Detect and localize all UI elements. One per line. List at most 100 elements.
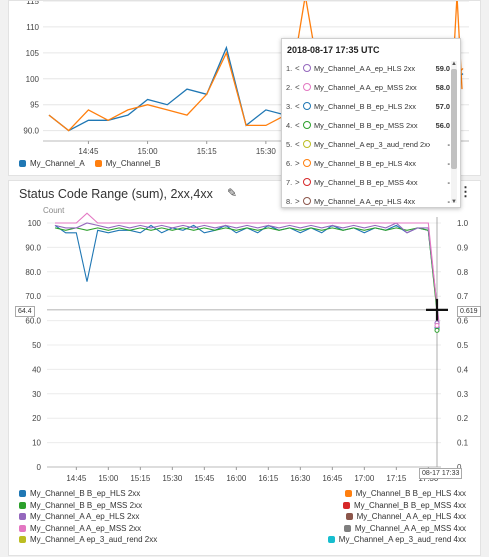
- series-circle-icon: [303, 121, 311, 129]
- series-line[interactable]: [54, 222, 440, 324]
- row-index: 6.: [286, 158, 293, 168]
- legend-item[interactable]: My_Channel_A A_ep_MSS 2xx: [19, 524, 141, 533]
- tooltip-row[interactable]: 8. > My_Channel_A A_ep_HLS 4xx -: [286, 194, 450, 207]
- chevron-left-icon: <: [295, 101, 300, 111]
- series-name: My_Channel_A A_ep_HLS 4xx: [314, 196, 416, 206]
- point-marker[interactable]: [434, 322, 440, 328]
- series-line[interactable]: [55, 212, 440, 326]
- tooltip-row[interactable]: 2. < My_Channel_A A_ep_MSS 2xx 58.0: [286, 80, 450, 94]
- scrollbar-thumb[interactable]: [451, 69, 457, 169]
- series-name: My_Channel_A A_ep_HLS 2xx: [314, 63, 416, 73]
- legend-label: My_Channel_A A_ep_MSS 4xx: [354, 523, 466, 533]
- tooltip-scrollbar[interactable]: [451, 61, 457, 203]
- series-line[interactable]: [54, 224, 440, 328]
- y-right-tick-label: 0.4: [457, 365, 469, 374]
- series-value: 58.0: [435, 82, 450, 92]
- legend-label: My_Channel_B B_ep_HLS 2xx: [30, 489, 141, 498]
- row-index: 2.: [286, 82, 293, 92]
- legend-swatch-a: [19, 160, 26, 167]
- status-code-panel: Status Code Range (sum), 2xx,4xx ✎ ⋮ Cou…: [8, 180, 481, 556]
- y-right-tick-label: 0.7: [457, 292, 469, 301]
- legend-swatch: [19, 536, 26, 543]
- x-tick-label: 17:00: [354, 474, 375, 483]
- legend-item[interactable]: My_Channel_B B_ep_HLS 2xx: [19, 489, 140, 498]
- scroll-down-icon[interactable]: ▼: [451, 199, 457, 205]
- legend-item[interactable]: My_Channel_A ep_3_aud_rend 2xx: [19, 535, 157, 544]
- tooltip-row[interactable]: 1. < My_Channel_A A_ep_HLS 2xx 59.0: [286, 61, 450, 75]
- scroll-up-icon[interactable]: ▲: [451, 61, 457, 67]
- x-tick-label: 16:45: [322, 474, 343, 483]
- y-left-tick-label: 10: [32, 439, 41, 448]
- chevron-left-icon: <: [295, 139, 300, 149]
- pencil-icon[interactable]: ✎: [227, 186, 238, 200]
- series-value: 56.0: [435, 120, 450, 130]
- series-name: My_Channel_A ep_3_aud_rend 2xx: [314, 139, 430, 149]
- legend-item[interactable]: My_Channel_A ep_3_aud_rend 4xx: [327, 535, 466, 544]
- legend-label[interactable]: My_Channel_B: [105, 159, 161, 168]
- row-index: 5.: [286, 139, 293, 149]
- tooltip-row[interactable]: 4. < My_Channel_B B_ep_MSS 2xx 56.0: [286, 118, 450, 132]
- series-circle-icon: [303, 178, 311, 186]
- tooltip-row[interactable]: 7. > My_Channel_B B_ep_MSS 4xx -: [286, 175, 450, 189]
- legend-label: My_Channel_A ep_3_aud_rend 4xx: [338, 535, 466, 544]
- series-value: -: [447, 158, 450, 168]
- series-name: My_Channel_B B_ep_MSS 2xx: [314, 120, 418, 130]
- x-tick-label: 15:30: [162, 474, 183, 483]
- series-name: My_Channel_B B_ep_HLS 2xx: [314, 101, 416, 111]
- row-index: 1.: [286, 63, 293, 73]
- tooltip-row[interactable]: 5. < My_Channel_A ep_3_aud_rend 2xx -: [286, 137, 450, 151]
- legend-label: My_Channel_B B_ep_HLS 4xx: [355, 489, 466, 498]
- legend-swatch: [19, 513, 26, 520]
- y-tick-label: 105: [26, 49, 40, 58]
- series-value: -: [447, 177, 450, 187]
- series-value: 57.0: [435, 101, 450, 111]
- legend-item[interactable]: My_Channel_A A_ep_MSS 4xx: [343, 523, 466, 533]
- legend-item[interactable]: My_Channel_B B_ep_MSS 4xx: [342, 501, 466, 510]
- x-tick-label: 15:45: [194, 474, 215, 483]
- y-right-tick-label: 0: [457, 463, 462, 472]
- crosshair-left-value: 64.4: [15, 306, 35, 317]
- tooltip-row[interactable]: 3. < My_Channel_B B_ep_HLS 2xx 57.0: [286, 99, 450, 113]
- legend-swatch: [345, 513, 353, 520]
- legend-item[interactable]: My_Channel_B B_ep_HLS 4xx: [344, 489, 466, 498]
- legend-label: My_Channel_A A_ep_HLS 2xx: [30, 512, 140, 521]
- legend-label: My_Channel_A A_ep_MSS 2xx: [30, 523, 142, 533]
- legend-swatch-b: [94, 160, 102, 167]
- series-circle-icon: [303, 102, 311, 110]
- legend-label[interactable]: My_Channel_A: [30, 159, 85, 168]
- row-index: 4.: [286, 120, 293, 130]
- status-code-chart[interactable]: 100 1.090.0 0.980.0 0.870.0 0.760.0 0.650 0.54…: [9, 181, 482, 557]
- point-marker[interactable]: [434, 327, 440, 333]
- y-right-tick-label: 0.9: [457, 243, 469, 252]
- top-chart[interactable]: 1151101051009590.014:4515:0015:1515:3015…: [9, 1, 482, 177]
- tooltip-row[interactable]: 6. > My_Channel_B B_ep_HLS 4xx -: [286, 156, 450, 170]
- x-tick-label: 16:00: [226, 474, 247, 483]
- legend-item[interactable]: My_Channel_B B_ep_MSS 2xx: [19, 501, 142, 510]
- tooltip-title: 2018-08-17 17:35 UTC: [287, 45, 380, 55]
- x-tick-label: 15:00: [138, 147, 159, 156]
- y-right-tick-label: 0.1: [457, 439, 469, 448]
- series-value: 59.0: [435, 63, 450, 73]
- y-left-tick-label: 70.0: [25, 292, 41, 301]
- chevron-right-icon: >: [295, 196, 300, 206]
- y-left-tick-label: 60.0: [25, 317, 41, 326]
- series-name: My_Channel_B B_ep_HLS 4xx: [314, 158, 416, 168]
- legend-swatch: [327, 536, 335, 543]
- legend-label: My_Channel_A ep_3_aud_rend 2xx: [30, 535, 158, 544]
- series-name: My_Channel_B B_ep_MSS 4xx: [314, 177, 418, 187]
- x-tick-label: 15:30: [256, 147, 277, 156]
- hover-tooltip: 2018-08-17 17:35 UTC 1. < My_Channel_A A_e…: [281, 38, 461, 208]
- vertical-dots-icon[interactable]: ⋮: [459, 184, 472, 199]
- chevron-left-icon: <: [295, 120, 300, 130]
- legend-label: My_Channel_B B_ep_MSS 2xx: [30, 500, 143, 510]
- legend-label: My_Channel_A A_ep_HLS 4xx: [356, 512, 466, 521]
- x-tick-label: 16:15: [258, 474, 279, 483]
- series-line[interactable]: [54, 227, 440, 331]
- y-left-tick-label: 30: [32, 390, 41, 399]
- panel-title: Status Code Range (sum), 2xx,4xx: [19, 187, 213, 201]
- y-axis-label: Count: [43, 206, 65, 215]
- legend-item[interactable]: My_Channel_A A_ep_HLS 2xx: [19, 512, 139, 521]
- y-right-tick-label: 0.8: [457, 268, 469, 277]
- legend-item[interactable]: My_Channel_A A_ep_HLS 4xx: [345, 512, 466, 521]
- series-circle-icon: [303, 140, 311, 148]
